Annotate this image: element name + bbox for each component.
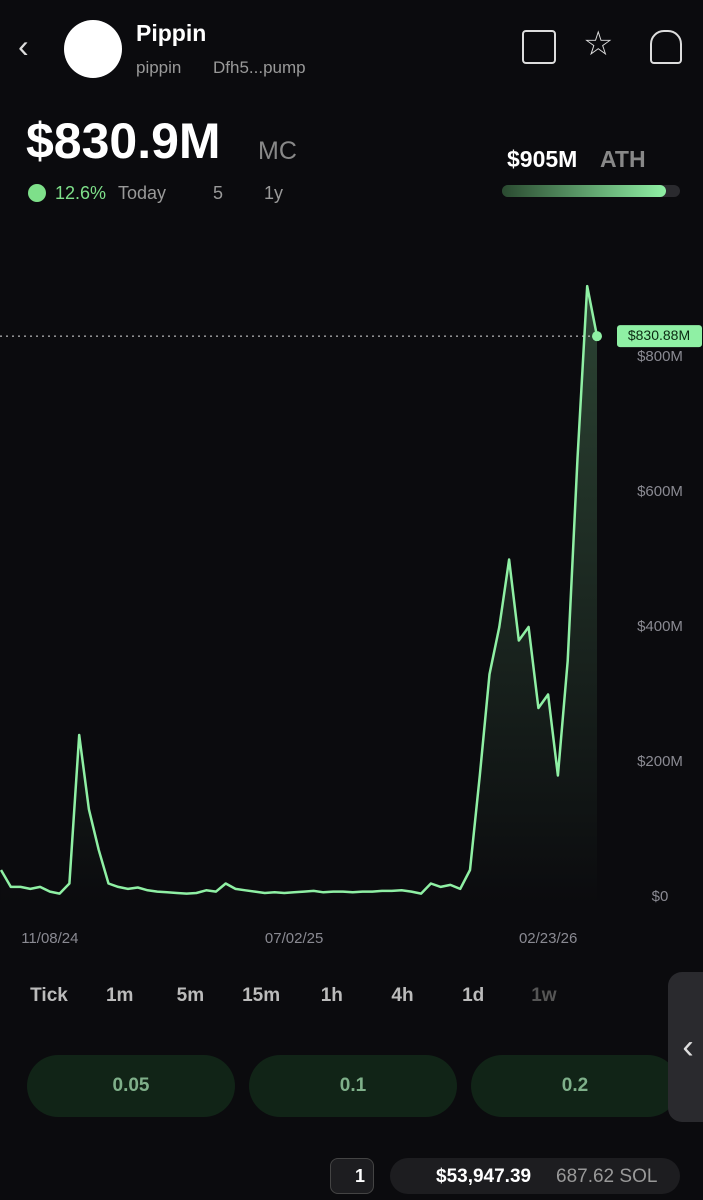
timeframe-tab[interactable]: 4h <box>391 985 414 1006</box>
timeframe-tab[interactable]: 1w <box>531 985 557 1006</box>
amount-button[interactable]: 0.05 <box>27 1055 235 1117</box>
x-tick-label: 11/08/24 <box>21 930 78 947</box>
x-tick-label: 07/02/25 <box>265 930 323 947</box>
favorite[interactable]: ☆ <box>583 25 614 63</box>
timeframe-tab[interactable]: 5m <box>176 985 205 1006</box>
ath-track <box>502 185 680 197</box>
y-tick-label: $600M <box>637 483 683 500</box>
avatar <box>64 20 122 78</box>
token-name: Pippin <box>136 20 207 46</box>
change: 12.6% <box>55 183 107 203</box>
area <box>1 286 597 906</box>
side-toggle[interactable]: ‹ <box>668 972 703 1122</box>
watchers: 5 <box>213 183 224 203</box>
timeframe-tab[interactable]: 1h <box>320 985 343 1006</box>
back[interactable]: ‹ <box>18 28 29 64</box>
current-label: $830.88M <box>628 327 690 343</box>
y-tick-label: $0 <box>652 888 669 905</box>
y-tick-label: $800M <box>637 348 683 365</box>
ath-label: ATH <box>600 146 646 172</box>
balance: $53,947.39 <box>436 1166 532 1187</box>
amount-button[interactable]: 0.2 <box>471 1055 679 1117</box>
y-tick-label: $200M <box>637 753 683 770</box>
age: 1y <box>264 183 284 203</box>
timeframe-tab[interactable]: 15m <box>242 985 281 1006</box>
sol-balance: 687.62 SOL <box>556 1166 658 1187</box>
x-tick-label: 02/23/26 <box>519 930 577 947</box>
up-icon <box>28 184 46 202</box>
amount-button[interactable]: 0.1 <box>249 1055 457 1117</box>
count[interactable]: 1 <box>330 1158 374 1194</box>
mc-unit: MC <box>258 137 297 165</box>
alerts[interactable] <box>650 30 682 64</box>
ath-value: $905M <box>507 146 578 172</box>
y-tick-label: $400M <box>637 618 683 635</box>
chart: $0 $200M $400M $600M $800M 11/08/24 07/02/25 02… <box>0 284 702 947</box>
address[interactable]: Dfh5...pump <box>213 58 306 77</box>
current-label-bg <box>617 325 702 348</box>
ticker: pippin <box>136 58 182 77</box>
market-cap: $830.9M <box>26 113 221 169</box>
timeframe-tab[interactable]: 1m <box>105 985 134 1006</box>
timeframe-tab[interactable]: Tick <box>30 985 68 1006</box>
line <box>0 284 599 895</box>
share[interactable] <box>522 30 556 64</box>
wallet[interactable] <box>390 1158 680 1194</box>
period: Today <box>118 183 167 203</box>
timeframe-tab[interactable]: 1d <box>462 985 485 1006</box>
current-dot <box>592 331 602 342</box>
ath-progress <box>502 185 666 197</box>
